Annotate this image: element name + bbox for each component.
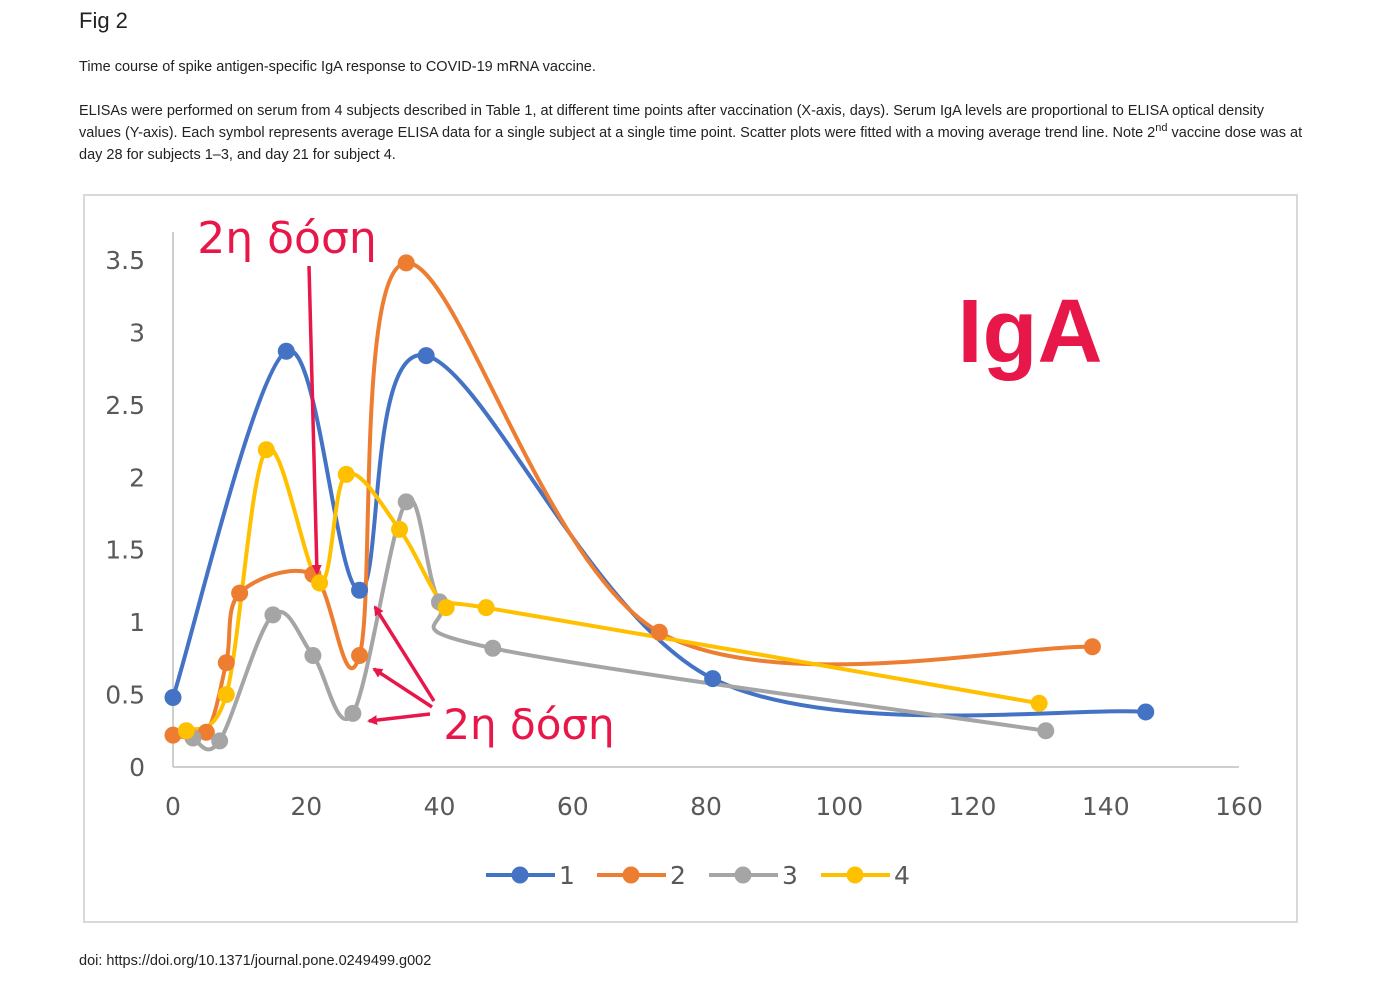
y-tick-label: 2.5 <box>105 391 145 420</box>
caption-body: ELISAs were performed on serum from 4 su… <box>79 100 1309 166</box>
series-4-point <box>1030 694 1048 712</box>
series-4-point <box>311 574 329 592</box>
series-3-point <box>264 606 282 624</box>
series-2-point <box>1083 638 1101 656</box>
legend-label-3: 3 <box>782 861 798 890</box>
y-tick-label: 3 <box>129 318 145 347</box>
series-1-point <box>277 342 295 360</box>
iga-chart: 0 20 40 60 80 100 120 140 160 0 0.5 1 1.5 2 2.5 3 3.5 Ig… <box>105 213 1263 890</box>
series-3-point <box>1037 722 1055 740</box>
y-tick-label: 1 <box>129 608 145 637</box>
x-tick-label: 80 <box>690 792 722 821</box>
y-tick-label: 3.5 <box>105 246 145 275</box>
series-2-point <box>397 254 415 272</box>
series-3-point <box>484 639 502 657</box>
legend-label-4: 4 <box>894 861 910 890</box>
series-1-point <box>164 688 182 706</box>
legend-marker-3 <box>734 866 752 884</box>
series-2-point <box>197 723 215 741</box>
chart-frame: 0 20 40 60 80 100 120 140 160 0 0.5 1 1.5 2 2.5 3 3.5 Ig… <box>83 194 1298 923</box>
series-2-point <box>231 584 249 602</box>
series-1-line <box>171 348 1148 718</box>
caption-superscript: nd <box>1155 122 1168 134</box>
series-4-point <box>337 465 355 483</box>
dose-label-bottom: 2η δόση <box>443 700 614 749</box>
series-2-point <box>164 726 182 744</box>
series-2-point <box>650 623 668 641</box>
legend-label-2: 2 <box>670 861 686 890</box>
series-4-point <box>177 722 195 740</box>
series-4-point <box>391 520 409 538</box>
y-tick-label: 0.5 <box>105 681 145 710</box>
series-3-line <box>191 497 1048 752</box>
series-3-point <box>304 646 322 664</box>
caption-body-part1: ELISAs were performed on serum from 4 su… <box>79 103 1265 141</box>
x-tick-label: 40 <box>424 792 456 821</box>
series-4-point <box>217 686 235 704</box>
x-tick-label: 20 <box>290 792 322 821</box>
y-tick-label: 0 <box>129 753 145 782</box>
x-tick-label: 160 <box>1215 792 1263 821</box>
dose-arrow-3 <box>367 712 431 726</box>
series-3-point <box>211 732 229 750</box>
dose-arrow-1 <box>373 605 436 702</box>
legend-marker-1 <box>511 866 529 884</box>
series-4-point <box>437 599 455 617</box>
series-1-point <box>1137 703 1155 721</box>
series-1-point <box>417 347 435 365</box>
x-tick-label: 120 <box>949 792 997 821</box>
dose-label-top: 2η δόση <box>197 213 376 264</box>
x-tick-label: 140 <box>1082 792 1130 821</box>
x-tick-label: 100 <box>815 792 863 821</box>
series-2-point <box>351 646 369 664</box>
series-4-line <box>184 446 1042 733</box>
caption-title: Time course of spike antigen-specific Ig… <box>79 59 596 75</box>
series-3-point <box>344 704 362 722</box>
caption-body-part2: vaccine dose was at day 28 for subjects … <box>79 125 1303 163</box>
series-1-point <box>351 581 369 599</box>
x-tick-label: 0 <box>165 792 181 821</box>
y-tick-label: 2 <box>129 463 145 492</box>
series-3-point <box>397 493 415 511</box>
doi-link[interactable]: doi: https://doi.org/10.1371/journal.pon… <box>79 953 432 969</box>
series-4-point <box>257 441 275 459</box>
series-4-point <box>477 599 495 617</box>
legend-marker-2 <box>622 866 640 884</box>
figure-label: Fig 2 <box>79 8 128 33</box>
series-2-point <box>217 654 235 672</box>
dose-arrow-2 <box>372 667 433 709</box>
dose-arrow-top <box>307 265 322 575</box>
iga-label: IgA <box>958 282 1103 382</box>
y-tick-label: 1.5 <box>105 536 145 565</box>
series-1-point <box>704 670 722 688</box>
legend-label-1: 1 <box>559 861 575 890</box>
x-tick-label: 60 <box>557 792 589 821</box>
legend-marker-4 <box>846 866 864 884</box>
